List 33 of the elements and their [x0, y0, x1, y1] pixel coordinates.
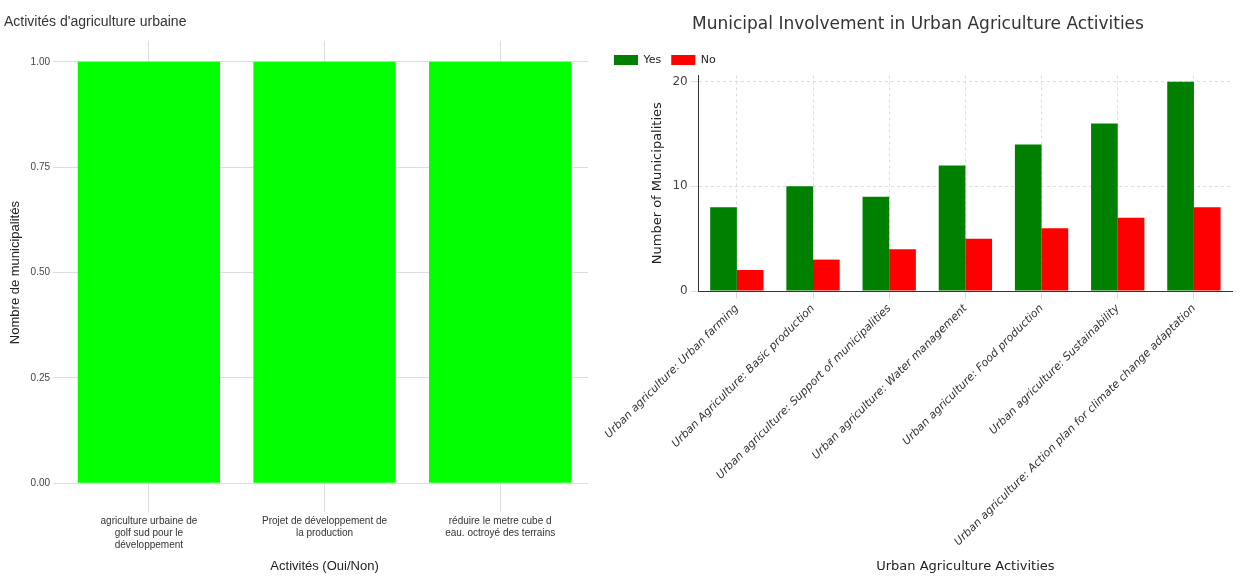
bar: [710, 207, 737, 291]
bar: [1091, 123, 1118, 291]
y-axis-title: Nombre de municipalités: [7, 200, 23, 345]
chart-title: Activités d'agriculture urbaine: [4, 13, 187, 30]
bar: [736, 270, 764, 291]
y-tick-label: 1.00: [30, 55, 51, 67]
bar: [938, 165, 966, 291]
y-tick-label: 0.00: [30, 477, 51, 489]
bar: [965, 238, 993, 291]
x-tick-label: agriculture urbaine de golf sud pour le développement: [100, 515, 198, 551]
bar: [786, 186, 814, 291]
x-tick-label: Projet de développement de la production: [261, 515, 388, 539]
y-tick-label: 0.50: [30, 266, 51, 278]
bar: [889, 249, 916, 291]
bar: [813, 259, 840, 291]
y-tick-label: 0.75: [30, 160, 51, 172]
y-tick-label: 10: [672, 178, 688, 193]
x-axis-title: Activités (Oui/Non): [270, 557, 379, 573]
chart-title: Municipal Involvement in Urban Agriculture Activities: [692, 12, 1145, 33]
bar: [1193, 207, 1221, 291]
x-tick-label: réduire le metre cube d eau. octroyé des terrains: [445, 515, 556, 539]
bar: [1117, 217, 1145, 291]
y-tick-label: 0: [680, 283, 688, 298]
legend-label: Yes: [642, 52, 662, 66]
bar: [1167, 81, 1194, 291]
x-axis-title: Urban Agriculture Activities: [876, 557, 1055, 573]
bar: [1041, 228, 1069, 291]
y-tick-label: 0.25: [30, 371, 51, 383]
bar: [862, 196, 890, 291]
y-tick-label: 20: [672, 73, 688, 88]
y-axis-title: Number of Municipalities: [649, 101, 665, 265]
bar: [1014, 144, 1042, 291]
legend-label: No: [700, 52, 716, 66]
